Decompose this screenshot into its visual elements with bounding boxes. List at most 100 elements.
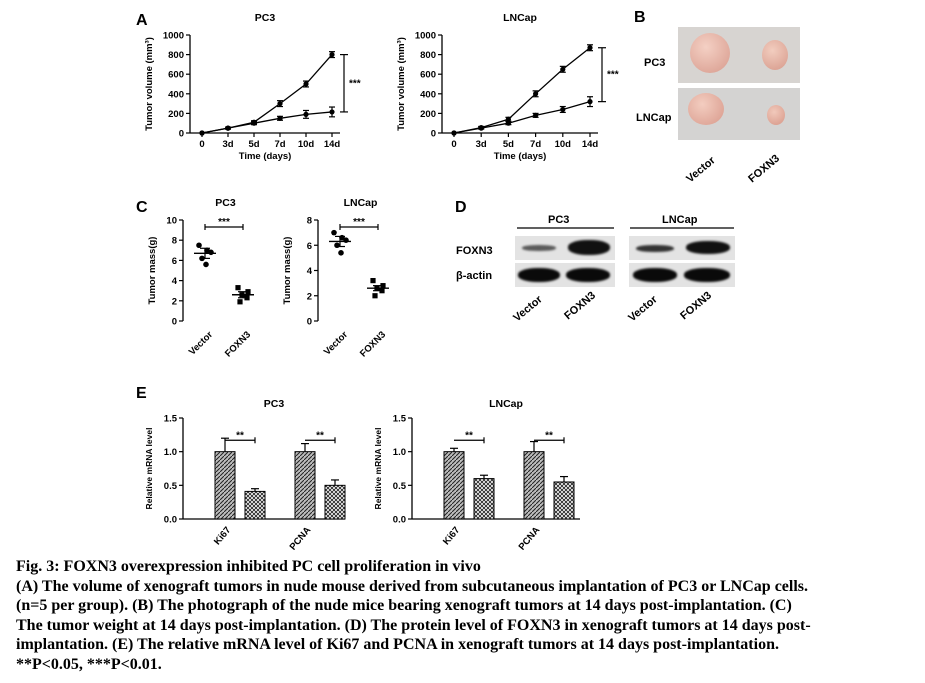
a-pc3-series-2-point — [303, 111, 309, 117]
e-lncap-bar-pcna-foxn3 — [553, 481, 575, 520]
c-pc3-vector-point — [196, 242, 202, 249]
blot-lane-label-2: FOXN3 — [562, 290, 598, 323]
a-pc3-series-2-line — [201, 111, 333, 134]
a-pc3-y-tick-label: 400 — [168, 89, 184, 100]
a-lncap-x-label: Time (days) — [494, 151, 547, 162]
c-lncap-y-tick-label: 4 — [307, 266, 313, 277]
a-pc3-series-2-point — [329, 109, 335, 115]
a-lncap-x-tick-label: 14d — [582, 139, 599, 150]
a-lncap-series-1-point — [587, 45, 593, 51]
panel-label-c: C — [136, 199, 148, 216]
e-lncap-y-label: Relative mRNA level — [373, 428, 383, 510]
a-pc3-series-1-point — [277, 101, 283, 107]
blot-band-pc3-vector-foxn3 — [522, 245, 556, 251]
e-lncap-x-tick-label: PCNA — [517, 525, 543, 550]
e-pc3-y-tick-label: 1.0 — [164, 447, 177, 458]
c-pc3-y-tick-label: 0 — [172, 317, 177, 328]
caption-title: Fig. 3: FOXN3 overexpression inhibited P… — [16, 558, 481, 575]
a-lncap-y-tick-label: 400 — [420, 89, 436, 100]
blot-band-pc3-foxn3-actin — [566, 268, 610, 282]
blot-band-pc3-foxn3-foxn3 — [568, 240, 610, 255]
a-pc3-series-1-point — [329, 52, 335, 58]
blot-band-lncap-foxn3-foxn3 — [686, 241, 730, 254]
a-lncap-y-tick-label: 0 — [431, 129, 436, 140]
c-pc3-vector-point — [203, 261, 209, 268]
a-pc3-x-label: Time (days) — [239, 151, 292, 162]
c-lncap-y-tick-label: 2 — [307, 291, 312, 302]
c-lncap-y-tick-label: 8 — [307, 216, 312, 227]
c-lncap-title: LNCap — [344, 197, 378, 209]
figure-caption: Fig. 3: FOXN3 overexpression inhibited P… — [16, 557, 916, 674]
e-lncap-significance: ** — [545, 430, 553, 441]
c-pc3-foxn3-point — [235, 285, 241, 291]
a-lncap-x-tick-label: 7d — [530, 139, 541, 150]
a-pc3-x-tick-label: 14d — [324, 139, 341, 150]
a-lncap-y-tick-label: 800 — [420, 50, 436, 61]
c-lncap-significance: *** — [353, 217, 365, 228]
c-pc3-x-tick-label: Vector — [187, 329, 216, 358]
photo-col-label-vector: Vector — [684, 154, 718, 185]
a-lncap-series-2-point — [533, 112, 539, 118]
e-pc3-bar-pcna-vector — [294, 451, 316, 520]
a-lncap-series-1-point — [560, 66, 566, 72]
a-pc3-significance: *** — [349, 78, 361, 89]
c-lncap-x-tick-label: Vector — [322, 329, 351, 358]
e-pc3-bar-ki67-vector — [214, 451, 236, 520]
c-pc3-y-label: Tumor mass(g) — [147, 237, 158, 305]
a-pc3-series-2-point — [199, 130, 205, 136]
chart-c-lncap-mass: 0 2 4 6 8 LNCap Tumor mass(g) Vector FOXN3 *** — [282, 197, 389, 360]
c-pc3-y-tick-label: 4 — [172, 276, 178, 287]
blot-cellline-pc3: PC3 — [548, 214, 569, 226]
e-lncap-y-tick-label: 0.0 — [393, 515, 406, 526]
tumor-lncap-vector — [688, 93, 724, 125]
c-lncap-vector-point — [338, 250, 344, 256]
chart-a-pc3-volume: 0 200 400 600 800 1000 0 3d 5d 7d 10d 14d PC3 Time (d… — [144, 12, 361, 162]
a-pc3-y-tick-label: 200 — [168, 109, 184, 120]
photo-row-label-pc3: PC3 — [644, 57, 665, 69]
e-pc3-y-label: Relative mRNA level — [144, 428, 154, 510]
e-pc3-y-tick-label: 0.0 — [164, 515, 177, 526]
a-pc3-y-tick-label: 1000 — [163, 31, 184, 42]
panel-label-b: B — [634, 9, 646, 26]
e-pc3-y-tick-label: 1.5 — [164, 414, 178, 425]
blot-band-pc3-vector-actin — [518, 268, 560, 282]
tumor-lncap-foxn3 — [767, 105, 785, 125]
blot-band-lncap-vector-foxn3 — [636, 245, 674, 252]
a-lncap-series-1-point — [505, 116, 511, 122]
a-pc3-x-tick-label: 7d — [274, 139, 285, 150]
a-lncap-series-1-line — [453, 47, 591, 134]
e-lncap-bar-ki67-foxn3 — [473, 478, 495, 520]
e-lncap-significance: ** — [465, 430, 473, 441]
chart-e-lncap-mrna: 0.0 0.5 1.0 1.5 LNCap Relative mRNA level Ki67… — [373, 398, 580, 550]
blot-row-label-actin: β-actin — [456, 270, 492, 282]
c-pc3-significance: *** — [218, 217, 230, 228]
a-pc3-series-2-point — [251, 120, 257, 126]
chart-c-pc3-mass: 0 2 4 6 8 10 PC3 Tumor mass(g) Vector FOXN3 *** — [147, 197, 254, 360]
blot-lane-label-1: Vector — [511, 293, 545, 324]
a-lncap-y-tick-label: 1000 — [415, 31, 436, 42]
e-lncap-x-tick-label: Ki67 — [441, 525, 462, 547]
e-lncap-y-tick-label: 1.5 — [393, 414, 407, 425]
a-pc3-x-tick-label: 0 — [199, 139, 204, 150]
a-lncap-series-2-line — [453, 101, 591, 134]
caption-line-1: (A) The volume of xenograft tumors in nu… — [16, 577, 809, 595]
panel-label-e: E — [136, 385, 147, 402]
panel-label-a: A — [136, 12, 148, 29]
c-pc3-foxn3-point — [237, 299, 243, 305]
e-lncap-y-tick-label: 0.5 — [393, 481, 407, 492]
e-pc3-y-tick-label: 0.5 — [164, 481, 178, 492]
a-lncap-x-tick-label: 10d — [555, 139, 572, 150]
a-lncap-x-tick-label: 3d — [476, 139, 487, 150]
chart-a-lncap-volume: 0 200 400 600 800 1000 0 3d 5d 7d 10d 14d LNCap Time … — [396, 12, 619, 162]
e-pc3-title: PC3 — [264, 398, 285, 410]
caption-pvalues: **P<0.05, ***P<0.01. — [16, 655, 162, 673]
a-lncap-series-2-point — [560, 106, 566, 113]
photo-row-label-lncap: LNCap — [636, 112, 672, 124]
a-lncap-series-2-point — [587, 99, 593, 105]
blot-lane-label-4: FOXN3 — [678, 290, 714, 323]
a-lncap-series-2-point — [505, 120, 511, 126]
e-lncap-y-tick-label: 1.0 — [393, 447, 406, 458]
e-pc3-x-tick-label: Ki67 — [212, 525, 233, 547]
panel-label-d: D — [455, 199, 467, 216]
a-pc3-y-label: Tumor volume (mm³) — [144, 37, 155, 131]
